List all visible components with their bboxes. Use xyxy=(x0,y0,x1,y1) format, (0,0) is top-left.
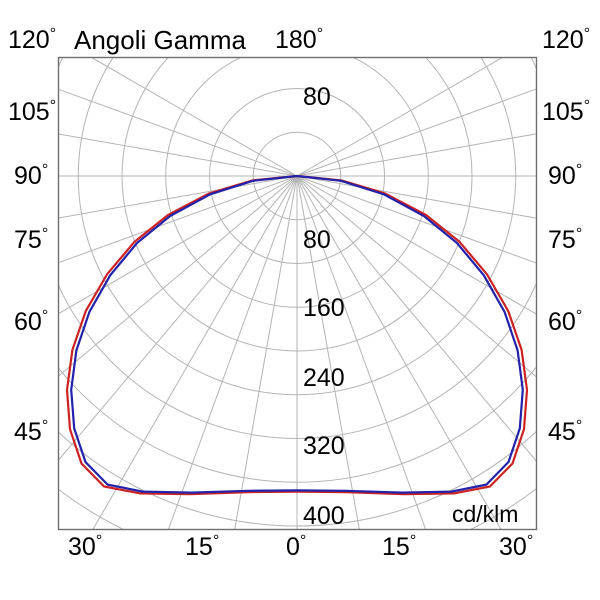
c-angle-label-left-30: 30° xyxy=(68,532,103,561)
curve-c90-c270 xyxy=(70,174,524,494)
gamma-label-right-120-value: 120 xyxy=(542,26,584,54)
gamma-label-right-90-value: 90 xyxy=(548,162,576,190)
gamma-label-right-105: 105° xyxy=(542,97,591,126)
gamma-label-left-45: 45° xyxy=(14,417,49,446)
radial-label-400: 400 xyxy=(303,502,345,530)
degree-symbol: ° xyxy=(575,307,583,325)
degree-symbol: ° xyxy=(583,25,591,43)
axis-label-top-180-value: 180 xyxy=(275,26,317,54)
gamma-label-left-105-value: 105 xyxy=(8,98,50,126)
curve-c0-c180 xyxy=(65,174,529,496)
degree-symbol: ° xyxy=(409,532,417,550)
gamma-label-right-60-value: 60 xyxy=(548,308,576,336)
radial-label-240: 240 xyxy=(303,364,345,392)
plot-frame xyxy=(57,56,538,531)
degree-symbol: ° xyxy=(575,417,583,435)
c-angle-label-right-15: 15° xyxy=(382,532,417,561)
c-angle-label-left-30-value: 30 xyxy=(68,533,96,561)
gamma-label-left-90: 90° xyxy=(14,161,49,190)
degree-symbol: ° xyxy=(95,532,103,550)
degree-symbol: ° xyxy=(41,161,49,179)
gamma-label-right-60: 60° xyxy=(548,307,583,336)
degree-symbol: ° xyxy=(316,25,324,43)
gamma-label-left-75-value: 75 xyxy=(14,226,42,254)
radial-label-80: 80 xyxy=(303,226,331,254)
degree-symbol: ° xyxy=(575,161,583,179)
gamma-label-right-75-value: 75 xyxy=(548,226,576,254)
c-angle-label-left-15: 15° xyxy=(185,532,220,561)
gamma-label-left-105: 105° xyxy=(8,97,57,126)
axis-label-top-180: 180° xyxy=(275,25,324,54)
gamma-label-left-60: 60° xyxy=(14,307,49,336)
gamma-label-right-75: 75° xyxy=(548,225,583,254)
c-angle-label-0: 0° xyxy=(286,532,307,561)
degree-symbol: ° xyxy=(299,532,307,550)
c-angle-label-right-30-value: 30 xyxy=(499,533,527,561)
chart-title: Angoli Gamma xyxy=(74,25,246,55)
radial-label-80-upper: 80 xyxy=(303,83,331,111)
gamma-label-left-60-value: 60 xyxy=(14,308,42,336)
unit-label: cd/klm xyxy=(452,501,519,527)
gamma-label-right-105-value: 105 xyxy=(542,98,584,126)
radial-label-320: 320 xyxy=(303,432,345,460)
gamma-label-left-75: 75° xyxy=(14,225,49,254)
gamma-label-left-90-value: 90 xyxy=(14,162,42,190)
degree-symbol: ° xyxy=(575,225,583,243)
degree-symbol: ° xyxy=(41,225,49,243)
gamma-label-right-45-value: 45 xyxy=(548,418,576,446)
degree-symbol: ° xyxy=(526,532,534,550)
degree-symbol: ° xyxy=(49,25,57,43)
c-angle-label-right-15-value: 15 xyxy=(382,533,410,561)
gamma-label-right-90: 90° xyxy=(548,161,583,190)
degree-symbol: ° xyxy=(212,532,220,550)
gamma-label-left-120: 120° xyxy=(8,25,57,54)
gamma-label-right-120: 120° xyxy=(542,25,591,54)
c-angle-label-0-value: 0 xyxy=(286,533,300,561)
degree-symbol: ° xyxy=(49,97,57,115)
c-angle-label-left-15-value: 15 xyxy=(185,533,213,561)
radial-label-160: 160 xyxy=(303,294,345,322)
gamma-label-right-45: 45° xyxy=(548,417,583,446)
degree-symbol: ° xyxy=(41,307,49,325)
c-angle-label-right-30: 30° xyxy=(499,532,534,561)
degree-symbol: ° xyxy=(583,97,591,115)
gamma-label-left-45-value: 45 xyxy=(14,418,42,446)
degree-symbol: ° xyxy=(41,417,49,435)
gamma-label-left-120-value: 120 xyxy=(8,26,50,54)
